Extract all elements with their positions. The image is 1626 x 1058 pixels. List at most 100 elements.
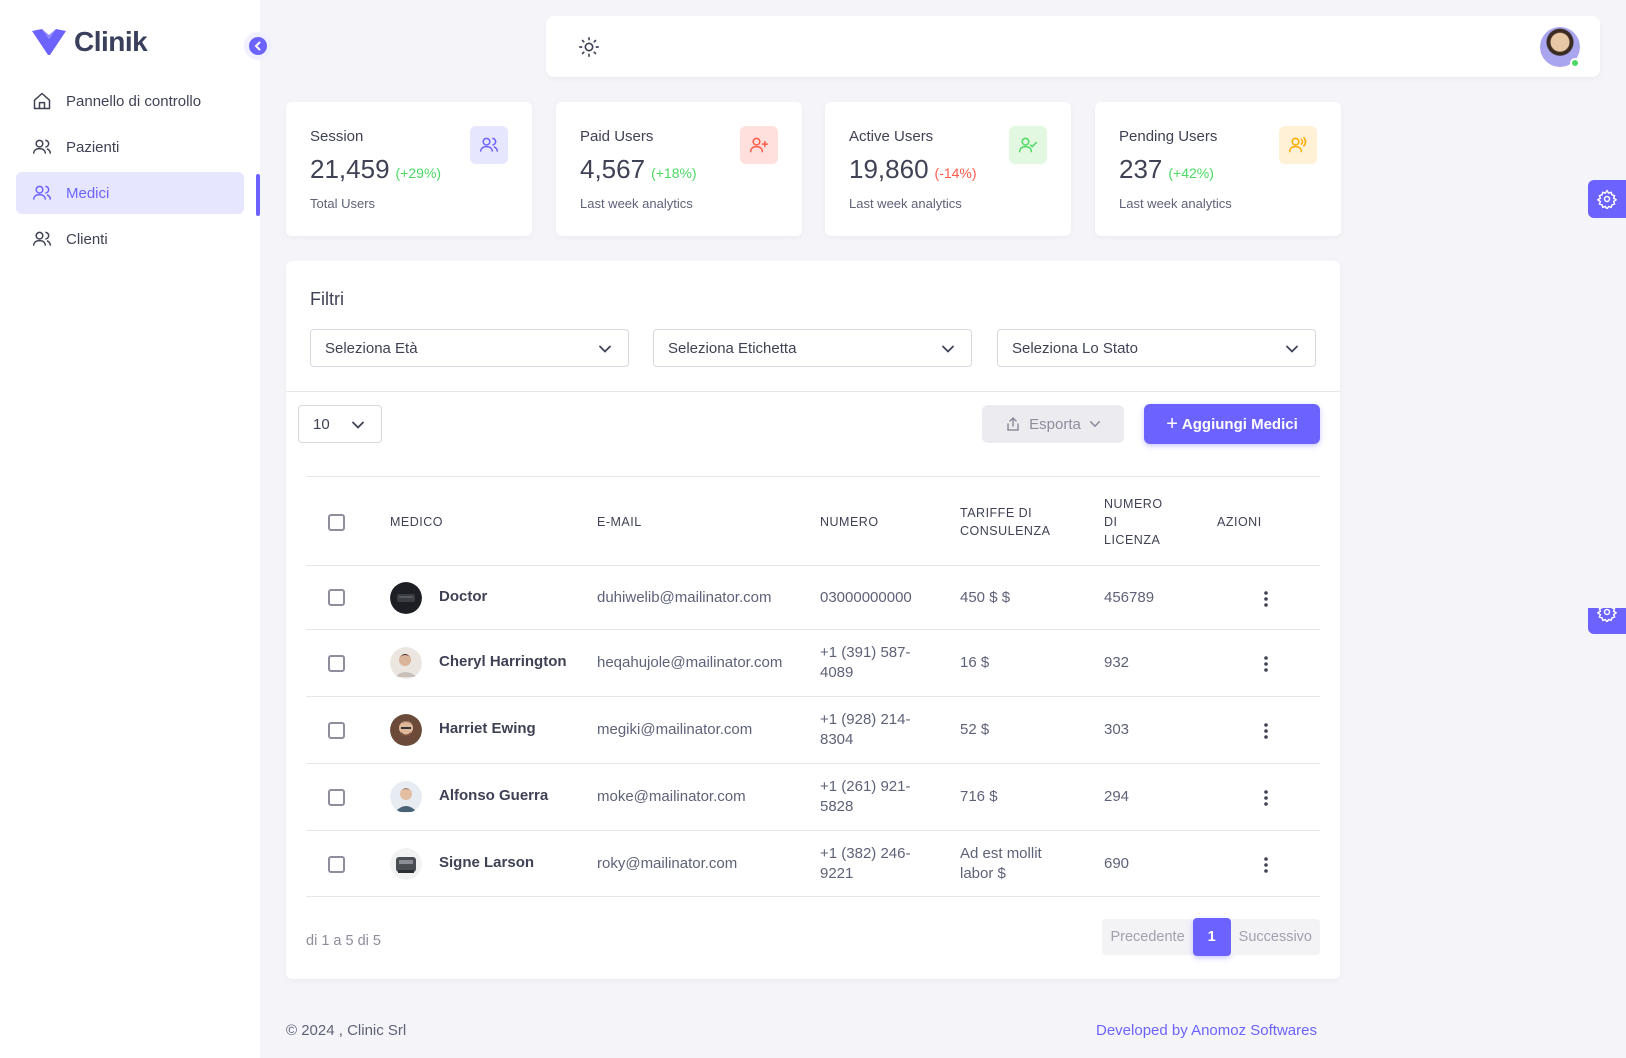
doctor-avatar	[390, 582, 422, 614]
sun-icon[interactable]	[578, 36, 600, 58]
stat-icon-box	[1009, 126, 1047, 164]
sidebar-item-label: Pazienti	[66, 138, 120, 156]
plus-icon: +	[1166, 412, 1178, 435]
add-doctor-button[interactable]: + Aggiungi Medici	[1144, 404, 1320, 444]
column-header-medico[interactable]: MEDICO	[390, 515, 443, 529]
doctor-avatar	[390, 714, 422, 746]
column-header-tariffe[interactable]: TARIFFE DI CONSULENZA	[960, 504, 1050, 540]
doctor-name[interactable]: Doctor	[439, 588, 488, 605]
stat-card-paid-users: Paid Users 4,567 (+18%) Last week analyti…	[556, 102, 802, 236]
more-vertical-icon[interactable]	[1264, 723, 1268, 739]
table-row: Doctor duhiwelib@mailinator.com 03000000…	[306, 566, 1320, 630]
chevron-left-icon	[254, 41, 261, 51]
doctor-phone: +1 (928) 214- 8304	[820, 711, 911, 748]
stat-value: 21,459 (+29%)	[310, 154, 442, 184]
header-line: TARIFFE DI	[960, 506, 1033, 520]
chevron-down-icon	[942, 345, 954, 353]
customizer-button-secondary[interactable]	[1588, 608, 1626, 634]
gear-icon	[1597, 608, 1617, 622]
column-header-licenza[interactable]: NUMERO DI LICENZA	[1104, 495, 1163, 549]
stat-change: (-14%)	[934, 165, 977, 181]
pagination-prev-button[interactable]: Precedente	[1102, 919, 1193, 955]
gear-icon	[1597, 189, 1617, 209]
pagination-next-button[interactable]: Successivo	[1230, 919, 1320, 955]
stat-value: 19,860 (-14%)	[849, 154, 977, 184]
stat-subtitle: Last week analytics	[1119, 196, 1232, 211]
brand[interactable]: Clinik	[30, 26, 148, 58]
doctor-email: moke@mailinator.com	[597, 788, 746, 805]
doctor-phone: +1 (391) 587- 4089	[820, 644, 911, 681]
doctor-name[interactable]: Signe Larson	[439, 854, 535, 871]
export-button[interactable]: Esporta	[982, 405, 1124, 443]
more-vertical-icon[interactable]	[1264, 790, 1268, 806]
row-checkbox[interactable]	[328, 856, 345, 873]
home-icon	[33, 92, 51, 110]
select-value: 10	[313, 415, 330, 433]
sidebar-item-pazienti[interactable]: Pazienti	[16, 126, 244, 168]
brand-name: Clinik	[74, 26, 148, 57]
users-icon	[32, 231, 52, 246]
select-all-checkbox[interactable]	[328, 514, 345, 531]
status-select[interactable]: Seleziona Lo Stato	[997, 329, 1316, 367]
more-vertical-icon[interactable]	[1264, 656, 1268, 672]
active-indicator	[256, 174, 260, 216]
age-select[interactable]: Seleziona Età	[310, 329, 629, 367]
doctor-avatar	[390, 848, 422, 880]
chevron-down-icon	[1089, 421, 1100, 428]
select-value: Seleziona Lo Stato	[1012, 339, 1138, 357]
column-header-numero[interactable]: NUMERO	[820, 515, 879, 529]
sidebar-item-label: Medici	[66, 184, 110, 202]
doctor-license: 456789	[1104, 589, 1155, 606]
table-row: Cheryl Harrington heqahujole@mailinator.…	[306, 630, 1320, 697]
select-value: Seleziona Età	[325, 339, 418, 357]
pagination-page-button[interactable]: 1	[1192, 918, 1231, 956]
row-checkbox[interactable]	[328, 589, 345, 606]
more-vertical-icon[interactable]	[1264, 591, 1268, 607]
row-checkbox[interactable]	[328, 655, 345, 672]
pagination: Precedente 1 Successivo	[1102, 918, 1320, 956]
table-row: Signe Larson roky@mailinator.com +1 (382…	[306, 831, 1320, 897]
table-info: di 1 a 5 di 5	[306, 933, 381, 949]
sidebar-item-clienti[interactable]: Clienti	[16, 218, 244, 260]
doctor-fee: 16 $	[960, 654, 990, 671]
user-plus-icon	[749, 137, 769, 153]
chevron-down-icon	[599, 345, 611, 353]
upload-icon	[1007, 416, 1019, 431]
footer-copyright: © 2024 , Clinic Srl	[286, 1022, 407, 1039]
stat-title: Pending Users	[1119, 128, 1218, 145]
doctor-name[interactable]: Cheryl Harrington	[439, 653, 567, 670]
footer-developer-link[interactable]: Developed by Anomoz Softwares	[1096, 1022, 1317, 1039]
header-line: CONSULENZA	[960, 524, 1051, 538]
doctor-license: 294	[1104, 788, 1130, 805]
doctor-name[interactable]: Alfonso Guerra	[439, 787, 549, 804]
doctor-fee: 52 $	[960, 721, 990, 738]
sidebar-item-medici[interactable]: Medici	[16, 172, 244, 214]
doctor-name[interactable]: Harriet Ewing	[439, 720, 536, 737]
stat-change: (+18%)	[651, 165, 697, 181]
doctor-phone: +1 (382) 246- 9221	[820, 845, 911, 882]
users-icon	[32, 185, 52, 200]
row-checkbox[interactable]	[328, 789, 345, 806]
sidebar-item-dashboard[interactable]: Pannello di controllo	[16, 80, 244, 122]
customizer-button[interactable]	[1588, 180, 1626, 218]
header-line: NUMERO	[1104, 497, 1163, 511]
user-voice-icon	[1288, 136, 1307, 153]
stat-change: (+42%)	[1168, 165, 1214, 181]
column-header-email[interactable]: E-MAIL	[597, 515, 642, 529]
tag-select[interactable]: Seleziona Etichetta	[653, 329, 972, 367]
doctor-email: megiki@mailinator.com	[597, 721, 753, 738]
collapse-sidebar-button[interactable]	[244, 32, 272, 60]
stat-subtitle: Last week analytics	[849, 196, 962, 211]
row-checkbox[interactable]	[328, 722, 345, 739]
doctor-email: duhiwelib@mailinator.com	[597, 589, 772, 606]
online-status-dot	[1570, 58, 1580, 68]
users-icon	[32, 139, 52, 154]
page-size-select[interactable]: 10	[298, 405, 382, 443]
more-vertical-icon[interactable]	[1264, 857, 1268, 873]
stat-icon-box	[1279, 126, 1317, 164]
doctor-avatar	[390, 781, 422, 813]
sidebar: Clinik Pannello di controllo Pazienti Me…	[0, 0, 260, 1058]
stat-value: 4,567 (+18%)	[580, 154, 697, 184]
header-line: DI	[1104, 515, 1118, 529]
select-value: Seleziona Etichetta	[668, 339, 797, 357]
